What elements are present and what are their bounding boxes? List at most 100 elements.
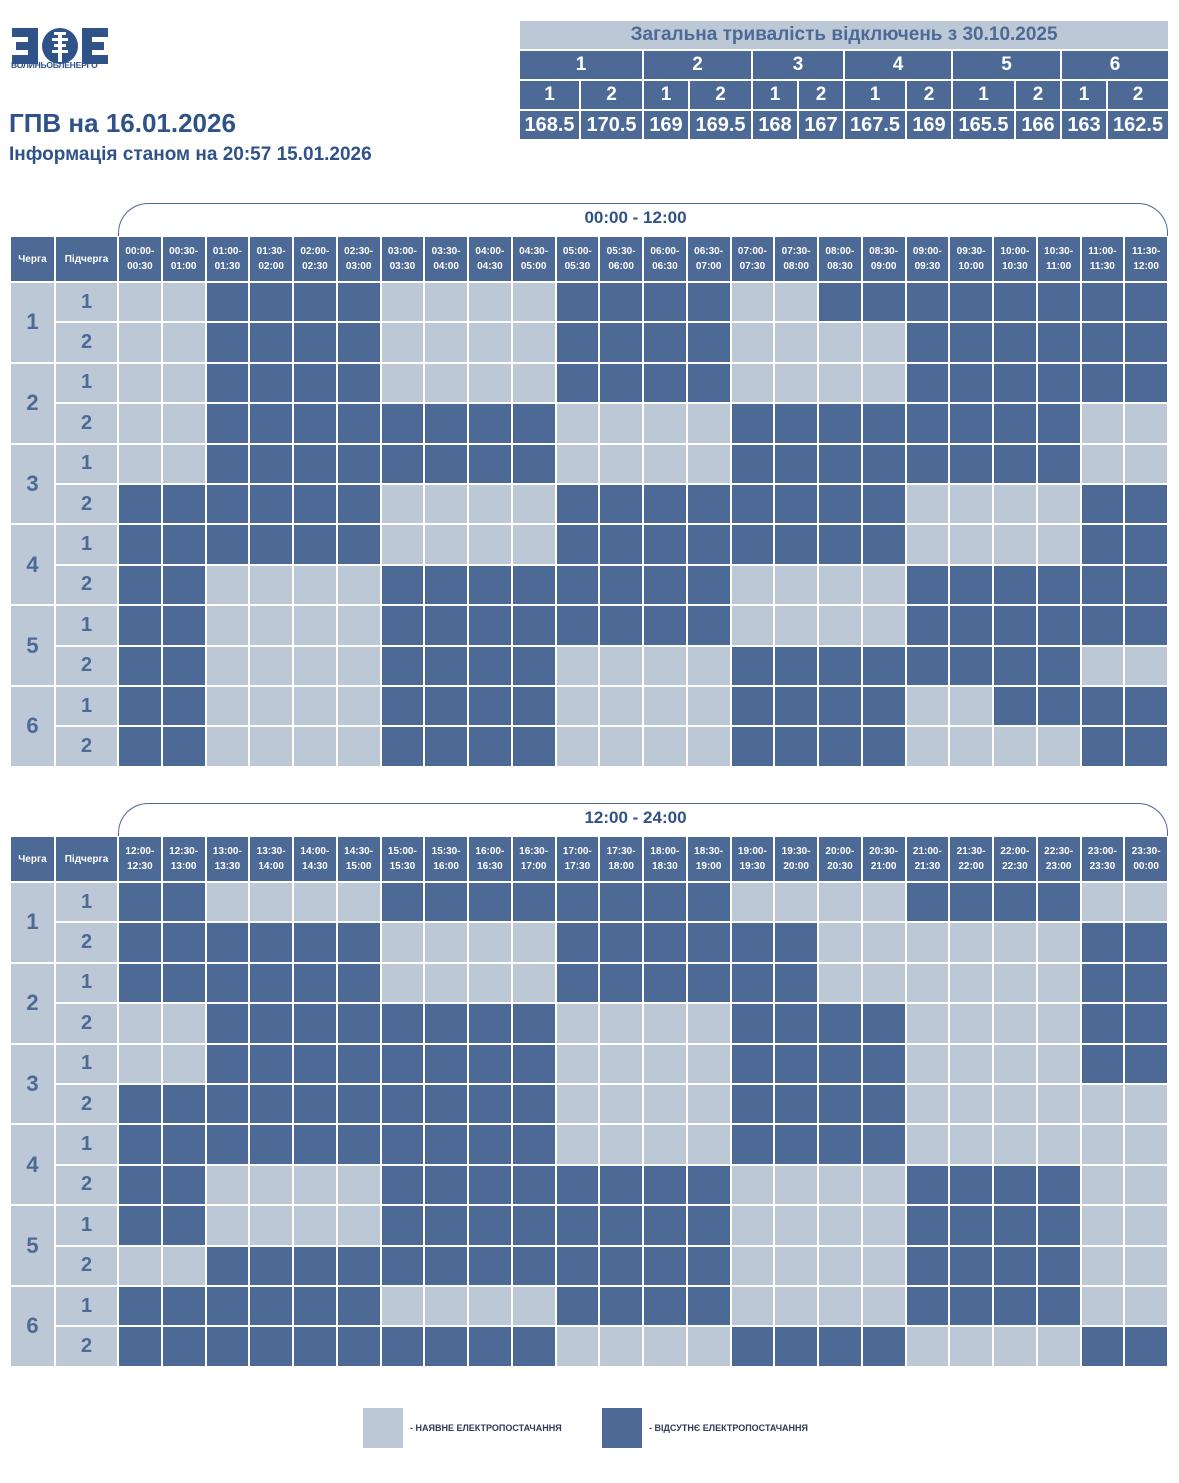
slot-power-on xyxy=(686,645,731,686)
slot-outage xyxy=(1036,1205,1081,1246)
subqueue-label: 1 xyxy=(55,605,118,646)
slot-outage xyxy=(555,1245,600,1286)
slot-outage xyxy=(118,1286,162,1327)
slot-outage xyxy=(380,1245,425,1286)
slot-power-on xyxy=(643,1124,687,1165)
slot-power-on xyxy=(993,726,1037,767)
slot-outage xyxy=(599,605,643,646)
slot-outage xyxy=(118,1164,162,1206)
slot-outage xyxy=(511,1043,556,1084)
time-slot-header: 22:00- 22:30 xyxy=(993,836,1037,882)
slot-outage xyxy=(1036,1245,1081,1286)
slot-outage xyxy=(905,882,950,923)
slot-power-on xyxy=(993,1124,1037,1165)
slot-power-on xyxy=(686,1084,731,1125)
slot-outage xyxy=(249,962,293,1004)
slot-outage xyxy=(1124,1003,1168,1044)
slot-outage xyxy=(949,1245,993,1286)
slot-outage xyxy=(118,882,162,923)
summary-value: 167.5 xyxy=(843,109,907,141)
slot-power-on xyxy=(1080,645,1125,686)
slot-outage xyxy=(1124,605,1168,646)
slot-outage xyxy=(1036,882,1081,923)
slot-outage xyxy=(511,1003,556,1044)
slot-outage xyxy=(293,443,337,484)
queue-header: Черга xyxy=(10,836,55,882)
slot-outage xyxy=(555,282,600,323)
slot-power-on xyxy=(686,403,731,444)
slot-power-on xyxy=(424,922,468,963)
slot-power-on xyxy=(468,962,512,1004)
slot-power-on xyxy=(555,403,600,444)
slot-outage xyxy=(249,1124,293,1165)
queue-label: 1 xyxy=(10,282,55,363)
slot-power-on xyxy=(424,524,468,565)
slot-outage xyxy=(949,564,993,606)
time-slot-header: 02:30- 03:00 xyxy=(336,236,381,282)
slot-power-on xyxy=(249,564,293,606)
slot-power-on xyxy=(599,686,643,727)
slot-outage xyxy=(468,1003,512,1044)
slot-outage xyxy=(993,605,1037,646)
slot-outage xyxy=(818,1043,862,1084)
slot-outage xyxy=(643,1286,687,1327)
slot-outage xyxy=(380,1003,425,1044)
slot-power-on xyxy=(468,282,512,323)
slot-outage xyxy=(249,1003,293,1044)
time-slot-header: 18:00- 18:30 xyxy=(643,836,687,882)
slot-power-on xyxy=(643,645,687,686)
time-slot-header: 23:30- 00:00 xyxy=(1124,836,1168,882)
slot-power-on xyxy=(905,1003,950,1044)
slot-power-on xyxy=(424,484,468,525)
slot-outage xyxy=(424,686,468,727)
slot-outage xyxy=(1124,564,1168,606)
slot-outage xyxy=(599,1245,643,1286)
slot-outage xyxy=(161,605,206,646)
slot-power-on xyxy=(861,564,906,606)
queue-label: 5 xyxy=(10,605,55,686)
subqueue-label: 1 xyxy=(55,443,118,484)
slot-outage xyxy=(205,1003,250,1044)
slot-outage xyxy=(380,403,425,444)
slot-power-on xyxy=(993,1326,1037,1367)
slot-outage xyxy=(468,403,512,444)
slot-outage xyxy=(511,1205,556,1246)
slot-power-on xyxy=(380,322,425,363)
slot-power-on xyxy=(205,645,250,686)
slot-outage xyxy=(599,1164,643,1206)
slot-power-on xyxy=(468,1286,512,1327)
slot-outage xyxy=(686,282,731,323)
summary-subgroup: 2 xyxy=(905,79,953,111)
slot-power-on xyxy=(249,645,293,686)
subqueue-label: 1 xyxy=(55,1286,118,1327)
slot-outage xyxy=(511,403,556,444)
summary-subgroup: 1 xyxy=(951,79,1016,111)
slot-power-on xyxy=(818,922,862,963)
slot-power-on xyxy=(774,362,818,404)
slot-power-on xyxy=(118,322,162,363)
slot-outage xyxy=(511,1326,556,1367)
slot-outage xyxy=(686,1286,731,1327)
slot-power-on xyxy=(905,1326,950,1367)
subqueue-label: 1 xyxy=(55,282,118,323)
slot-power-on xyxy=(424,322,468,363)
slot-outage xyxy=(511,882,556,923)
slot-outage xyxy=(293,1003,337,1044)
slot-outage xyxy=(730,1084,775,1125)
slot-power-on xyxy=(161,322,206,363)
slot-outage xyxy=(774,524,818,565)
slot-outage xyxy=(818,726,862,767)
slot-outage xyxy=(424,1164,468,1206)
slot-outage xyxy=(293,362,337,404)
time-slot-header: 11:30- 12:00 xyxy=(1124,236,1168,282)
slot-outage xyxy=(205,1043,250,1084)
time-slot-header: 04:30- 05:00 xyxy=(511,236,556,282)
summary-group: 1 xyxy=(518,49,644,81)
slot-outage xyxy=(293,524,337,565)
slot-outage xyxy=(293,282,337,323)
subqueue-label: 2 xyxy=(55,1003,118,1044)
time-slot-header: 07:30- 08:00 xyxy=(774,236,818,282)
time-slot-header: 15:00- 15:30 xyxy=(380,836,425,882)
slot-power-on xyxy=(511,922,556,963)
slot-power-on xyxy=(599,403,643,444)
